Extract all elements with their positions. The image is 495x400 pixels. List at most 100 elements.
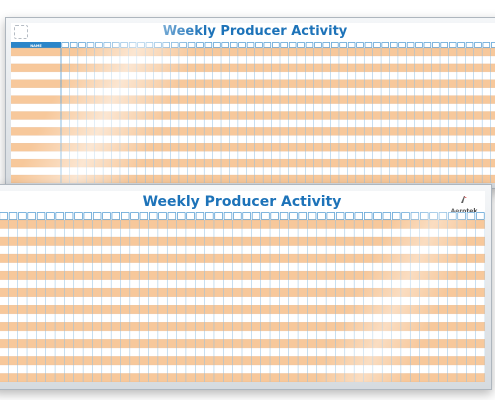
week-header-cell [263,42,272,48]
week-header-cell [272,42,280,48]
activity-row [11,79,495,88]
activity-grid-front [0,212,485,382]
week-header-cell [74,212,83,220]
week-header-cell [145,42,154,48]
activity-row [11,175,495,183]
week-header-cell [398,42,406,48]
board-surface-front: Weekly Producer Activity Aerotek [0,191,485,382]
activity-row [0,339,485,348]
activity-row [0,305,485,314]
week-header-cell [457,42,465,48]
header-band [0,212,485,220]
week-header-cell [261,212,270,220]
week-header-cell [448,212,457,220]
week-header-cell [246,42,255,48]
week-header-cell [238,42,246,48]
week-header-cell [214,212,223,220]
activity-row [0,330,485,340]
week-header-cell [27,212,36,220]
activity-row [0,245,485,255]
week-header-cell [466,212,476,220]
week-header-cell [128,42,137,48]
week-header-cell [177,212,186,220]
week-header-cell [381,42,389,48]
week-header-cell [279,212,289,220]
week-header-cell [465,42,474,48]
board-surface-back: Weekly Producer Activity NAME [11,23,495,183]
activity-row [0,347,485,357]
activity-row [11,127,495,136]
week-header-cell [356,42,364,48]
week-header-cell [83,212,92,220]
week-header-cell [251,212,261,220]
activity-row [0,262,485,272]
week-header-cell [204,42,213,48]
week-header-cell [406,42,415,48]
activity-row [0,279,485,289]
activity-row [11,167,495,176]
activity-row [0,296,485,306]
week-header-cell [476,212,485,220]
activity-row [11,151,495,160]
week-header-cell [187,42,196,48]
activity-row [11,143,495,152]
week-header-cell [18,212,27,220]
week-header-cell [121,212,130,220]
brand-name: Aerotek [450,208,478,215]
activity-row [0,228,485,238]
activity-row [11,63,495,72]
whiteboard-back: Weekly Producer Activity NAME [5,17,495,189]
activity-row [11,95,495,104]
week-header-cell [401,212,410,220]
week-header-cell [154,42,162,48]
week-header-cell [347,42,356,48]
week-header-cell [0,212,8,220]
week-header-cell [364,42,373,48]
week-header-cell [491,42,495,48]
activity-row [0,254,485,263]
activity-row [11,103,495,112]
week-header-cell [78,42,86,48]
week-header-cell [420,212,429,220]
board-title-back: Weekly Producer Activity [162,24,348,39]
activity-row [11,135,495,144]
week-header-cell [137,42,145,48]
week-header-cell [335,212,345,220]
week-header-cell [322,42,331,48]
week-header-cell [305,42,314,48]
week-header-cell [186,212,195,220]
week-header-cell [432,42,440,48]
activity-row [11,48,495,56]
week-header-cell [205,212,214,220]
week-header-cell [410,212,420,220]
week-header-cell [289,212,298,220]
week-header-cell [440,42,448,48]
week-header-cell [86,42,95,48]
activity-grid-back: NAME [11,42,495,183]
week-header-cell [229,42,238,48]
week-header-cell [354,212,364,220]
week-header-cell [307,212,317,220]
week-header-cell [111,212,121,220]
week-header-cell [162,42,170,48]
activity-row [11,55,495,64]
week-header-cell [233,212,242,220]
activity-row [0,356,485,365]
activity-row [0,364,485,374]
week-header-cell [429,212,438,220]
week-header-cell [130,212,139,220]
activity-row [0,313,485,323]
week-header-cell [8,212,18,220]
week-header-cell [373,212,382,220]
week-header-cell [280,42,288,48]
week-header-cell [36,212,46,220]
week-header-cell [196,42,204,48]
week-header-cell [120,42,128,48]
week-header-cell [339,42,347,48]
week-header-cell [64,212,74,220]
activity-row [0,237,485,246]
week-header-cell [297,42,305,48]
week-header-cell [242,212,251,220]
week-header-cell [331,42,339,48]
week-header-cell [314,42,322,48]
